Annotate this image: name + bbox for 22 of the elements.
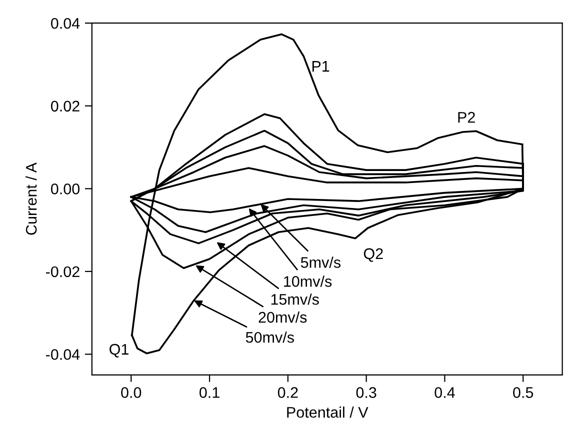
annotation: 10mv/s [284,276,332,287]
y-axis-title: Current / A [26,162,37,235]
x-tick-label: 0.3 [356,387,376,398]
y-tick-label: 0.00 [50,184,80,194]
annotation: 5mv/s [300,256,341,268]
annotation: 50mv/s [246,332,294,343]
x-tick-label: 0.5 [513,387,534,398]
annotation: 15mv/s [271,294,319,305]
y-tick-label: 0.02 [50,100,80,112]
y-tick-label: -0.02 [46,266,80,278]
x-tick-label: 0.0 [121,387,142,398]
annotation: Q2 [364,248,383,262]
x-axis-title: Potentail / V [287,406,368,418]
annotation: Q1 [110,344,128,358]
annotation: P2 [458,112,475,123]
x-tick-label: 0.2 [278,387,298,398]
y-tick-label: 0.04 [50,18,80,29]
x-tick-label: 0.1 [200,387,220,398]
x-tick-label: 0.4 [434,387,455,398]
annotation: P1 [312,61,330,72]
annotation: 20mv/s [258,312,307,323]
y-tick-label: -0.04 [46,349,80,360]
